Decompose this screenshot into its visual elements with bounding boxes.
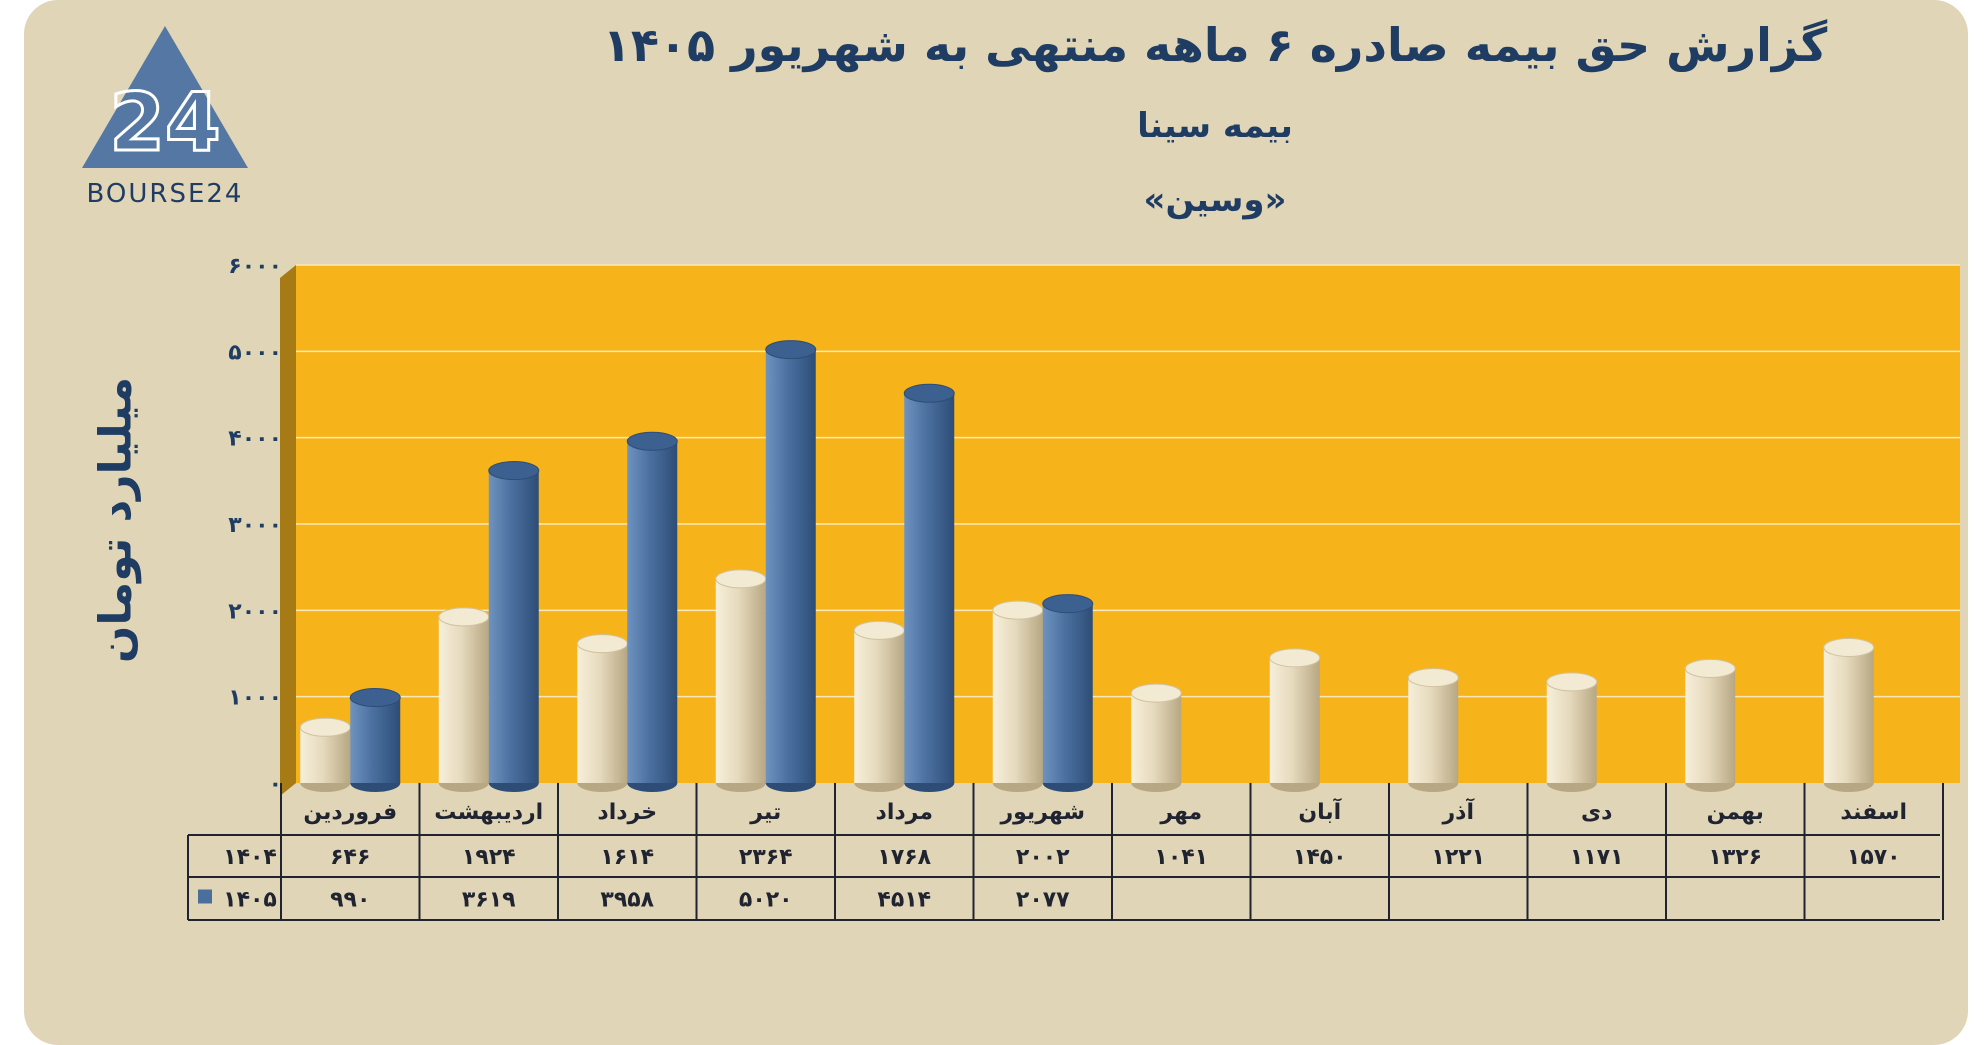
bar-1404-1 (299, 717, 351, 792)
value-cell: ۱۱۷۱ (1570, 845, 1624, 870)
value-cell: ۳۹۵۸ (600, 888, 654, 913)
bar-1404-8 (1269, 648, 1321, 792)
category-label: تیر (749, 800, 781, 825)
bourse24-logo: 24 BOURSE24 (82, 26, 248, 209)
value-cell: ۱۷۶۸ (877, 845, 931, 870)
series-name: ۱۴۰۴ (223, 845, 277, 870)
bar-1404-12 (1823, 637, 1875, 792)
y-tick-label: ۶۰۰۰ (228, 254, 282, 279)
bar-1405-3 (626, 431, 678, 792)
value-cell: ۱۹۲۴ (462, 845, 516, 870)
value-cell: ۵۰۲۰ (739, 888, 793, 913)
legend-swatch-1405 (198, 889, 212, 904)
value-cell: ۹۹۰ (330, 888, 370, 913)
category-label: خرداد (597, 800, 657, 825)
bar-1405-5 (903, 383, 955, 792)
bar-1404-7 (1130, 683, 1182, 792)
bar-1404-2 (438, 607, 490, 792)
bar-1404-4 (715, 569, 767, 792)
bar-1404-5 (853, 620, 905, 792)
chart-title: گزارش حق بیمه صادره ۶ ماهه منتهی به شهری… (602, 18, 1828, 72)
plot-side-wall (280, 265, 296, 796)
y-tick-label: ۳۰۰۰ (228, 513, 282, 538)
category-label: مهر (1159, 800, 1202, 825)
category-label: دی (1581, 800, 1612, 825)
category-label: اسفند (1840, 800, 1907, 825)
y-tick-label: ۰ (269, 772, 282, 797)
logo-text: BOURSE24 (87, 179, 244, 209)
bar-1404-10 (1546, 672, 1598, 792)
value-cell: ۱۳۲۶ (1708, 845, 1762, 870)
series-name: ۱۴۰۵ (223, 888, 277, 913)
value-cell: ۲۰۷۷ (1016, 888, 1070, 913)
category-label: شهریور (999, 800, 1085, 825)
category-label: فروردین (303, 800, 397, 825)
value-cell: ۲۳۶۴ (739, 845, 793, 870)
ticker-symbol: «وسین» (1143, 180, 1287, 220)
value-cell: ۳۶۱۹ (462, 888, 516, 913)
value-cell: ۲۰۰۲ (1016, 845, 1070, 870)
category-label: آذر (1442, 797, 1475, 825)
bar-1405-2 (488, 461, 540, 792)
value-cell: ۴۵۱۴ (877, 888, 931, 913)
bar-1405-4 (765, 340, 817, 792)
category-label: آبان (1298, 797, 1341, 825)
company-name: بیمه سینا (1137, 106, 1293, 146)
bar-1404-3 (576, 634, 628, 792)
bar-1405-1 (349, 688, 401, 792)
bar-1404-9 (1407, 668, 1459, 792)
bar-1404-11 (1684, 659, 1736, 792)
value-cell: ۱۲۲۱ (1431, 845, 1485, 870)
bar-1404-6 (992, 600, 1044, 792)
y-tick-label: ۱۰۰۰ (228, 686, 282, 711)
value-cell: ۶۴۶ (330, 845, 370, 870)
y-tick-label: ۵۰۰۰ (228, 340, 282, 365)
category-label: مرداد (876, 800, 933, 825)
value-cell: ۱۶۱۴ (600, 845, 654, 870)
value-cell: ۱۰۴۱ (1154, 845, 1208, 870)
bar-1405-6 (1042, 594, 1094, 792)
y-tick-label: ۲۰۰۰ (228, 599, 282, 624)
category-label: اردیبهشت (434, 800, 543, 825)
category-label: بهمن (1707, 800, 1764, 825)
value-cell: ۱۵۷۰ (1847, 845, 1901, 870)
y-tick-label: ۴۰۰۰ (228, 427, 282, 452)
logo-mark: 24 (109, 76, 220, 169)
value-cell: ۱۴۵۰ (1293, 845, 1347, 870)
